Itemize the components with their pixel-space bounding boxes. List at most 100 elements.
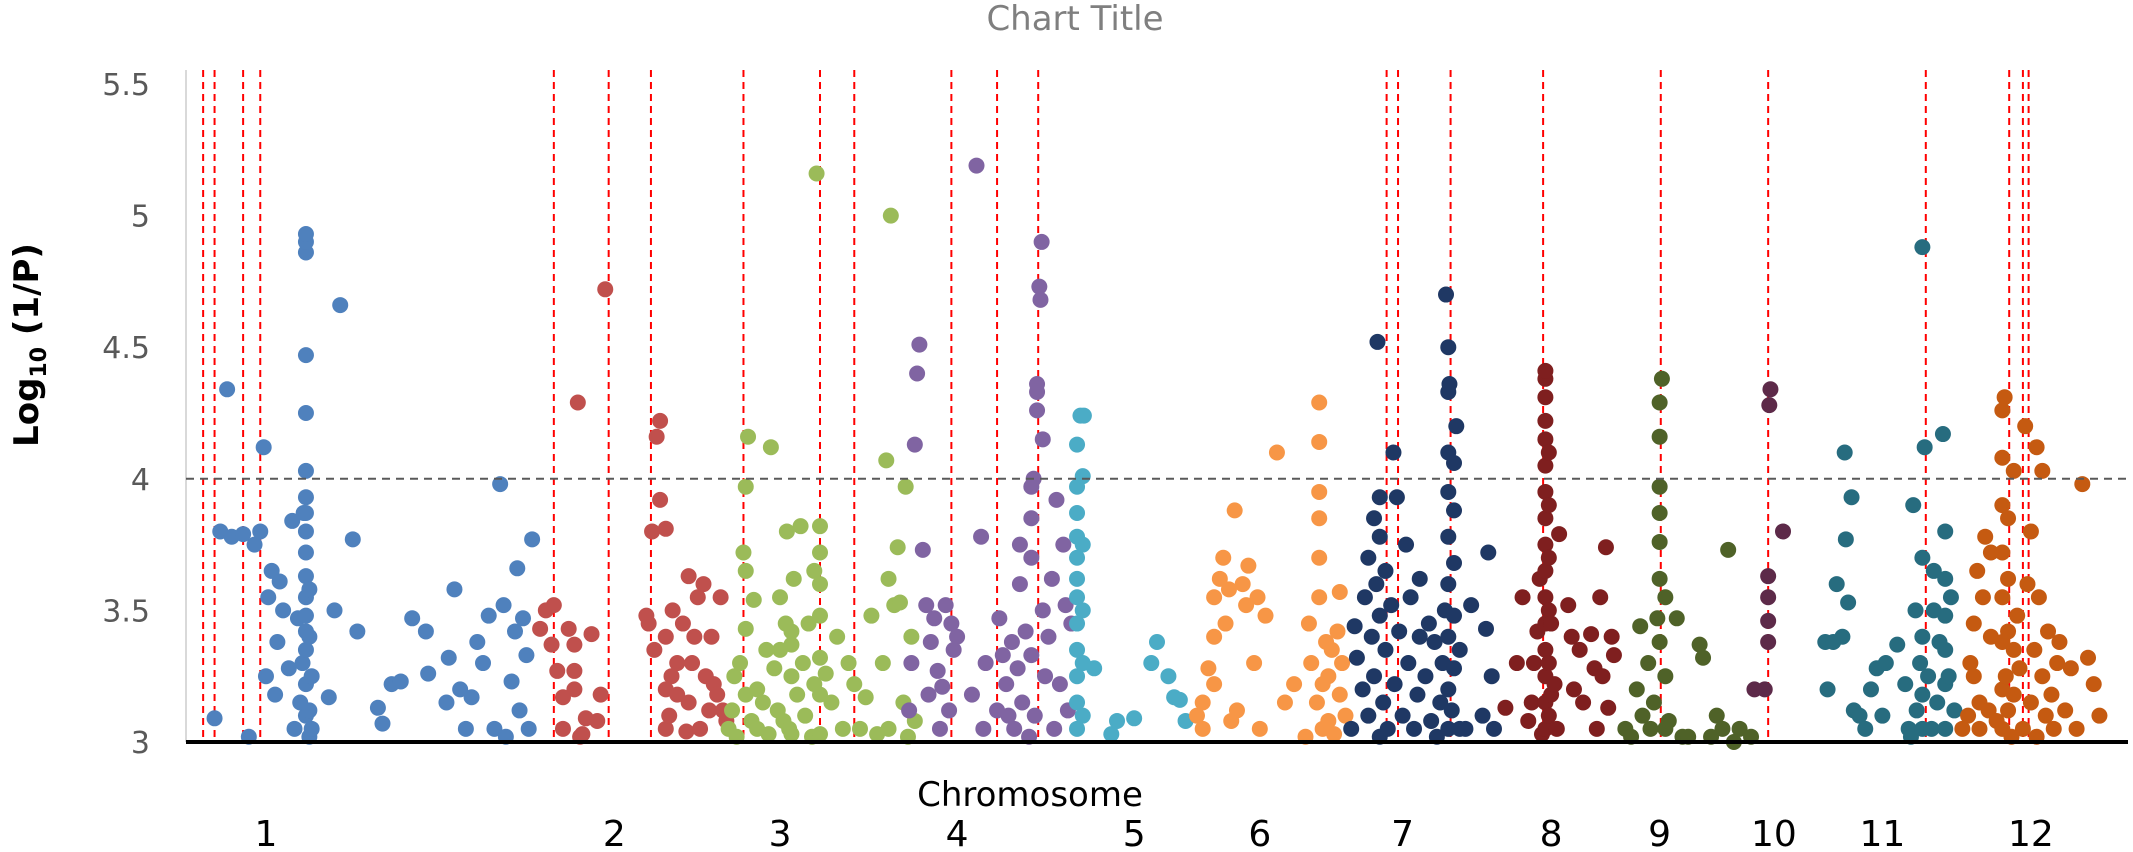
data-point-chr11 <box>1877 655 1894 672</box>
data-point-chr4 <box>977 655 994 672</box>
data-point-chr1 <box>514 610 531 627</box>
data-point-chr3 <box>878 452 895 469</box>
data-point-chr7 <box>1360 707 1377 724</box>
data-point-chr9 <box>1642 720 1659 737</box>
chromosome-label: 12 <box>2008 814 2054 852</box>
data-point-chr1 <box>486 720 503 737</box>
data-point-chr5 <box>1143 655 1160 672</box>
data-point-chr4 <box>1000 707 1017 724</box>
data-point-chr10 <box>1762 381 1779 398</box>
data-point-chr8 <box>1537 562 1554 579</box>
data-point-chr4 <box>1048 491 1065 508</box>
data-point-chr9 <box>1657 589 1674 606</box>
data-point-chr6 <box>1311 549 1328 566</box>
data-point-chr7 <box>1343 720 1360 737</box>
data-point-chr11 <box>1836 444 1853 461</box>
data-point-chr8 <box>1551 526 1568 543</box>
data-point-chr11 <box>1889 636 1906 653</box>
data-point-chr7 <box>1440 720 1457 737</box>
data-point-chr3 <box>812 726 829 743</box>
data-point-chr8 <box>1605 647 1622 664</box>
data-point-chr9 <box>1714 720 1731 737</box>
data-point-chr7 <box>1371 489 1388 506</box>
data-point-chr8 <box>1525 655 1542 672</box>
data-point-chr12 <box>2074 476 2091 493</box>
y-tick-label: 3 <box>131 726 150 761</box>
data-point-chr7 <box>1477 620 1494 637</box>
data-point-chr9 <box>1645 694 1662 711</box>
data-point-chr4 <box>922 633 939 650</box>
data-point-chr3 <box>737 562 754 579</box>
data-point-chr7 <box>1371 528 1388 545</box>
data-point-chr1 <box>297 462 314 479</box>
data-point-chr6 <box>1188 707 1205 724</box>
data-point-chr10 <box>1756 681 1773 698</box>
data-point-chr9 <box>1731 720 1748 737</box>
chromosome-label: 9 <box>1648 814 1671 852</box>
data-point-chr3 <box>792 518 809 535</box>
data-point-chr1 <box>326 602 343 619</box>
y-axis-label-sub: 10 <box>27 347 52 378</box>
data-point-chr2 <box>646 641 663 658</box>
data-point-chr11 <box>1834 628 1851 645</box>
data-point-chr3 <box>785 570 802 587</box>
data-point-chr3 <box>760 726 777 743</box>
data-point-chr12 <box>1965 615 1982 632</box>
data-point-chr9 <box>1640 655 1657 672</box>
data-point-chr3 <box>758 641 775 658</box>
data-point-chr3 <box>812 576 829 593</box>
data-point-chr12 <box>1960 707 1977 724</box>
data-point-chr7 <box>1379 720 1396 737</box>
data-point-chr11 <box>1851 707 1868 724</box>
data-point-chr11 <box>1819 681 1836 698</box>
data-point-chr2 <box>597 281 614 298</box>
data-point-chr6 <box>1217 615 1234 632</box>
data-point-chr11 <box>1914 628 1931 645</box>
data-point-chr10 <box>1760 589 1777 606</box>
data-point-chr3 <box>817 665 834 682</box>
data-point-chr6 <box>1334 655 1351 672</box>
data-point-chr3 <box>783 623 800 640</box>
data-point-chr4 <box>1055 536 1072 553</box>
data-point-chr11 <box>1843 489 1860 506</box>
data-point-chr9 <box>1660 712 1677 729</box>
data-point-chr7 <box>1420 615 1437 632</box>
data-point-chr1 <box>246 536 263 553</box>
data-point-chr5 <box>1160 668 1177 685</box>
data-point-chr11 <box>1942 589 1959 606</box>
data-point-chr8 <box>1537 362 1554 379</box>
data-point-chr11 <box>1840 594 1857 611</box>
data-point-chr4 <box>931 720 948 737</box>
data-point-chr4 <box>1034 602 1051 619</box>
data-point-chr5 <box>1086 660 1103 677</box>
data-point-chr7 <box>1446 607 1463 624</box>
data-point-chr7 <box>1474 707 1491 724</box>
data-point-chr2 <box>703 628 720 645</box>
data-point-chr9 <box>1651 478 1668 495</box>
data-point-chr4 <box>1003 633 1020 650</box>
data-point-chr6 <box>1300 615 1317 632</box>
data-point-chr12 <box>1994 449 2011 466</box>
chromosome-label: 5 <box>1123 814 1146 852</box>
data-point-chr1 <box>344 531 361 548</box>
data-point-chr12 <box>1969 562 1986 579</box>
data-point-chr4 <box>1057 597 1074 614</box>
data-point-chr1 <box>417 623 434 640</box>
data-point-chr1 <box>303 720 320 737</box>
data-point-chr2 <box>674 615 691 632</box>
data-point-chr4 <box>968 157 985 174</box>
data-point-chr12 <box>1977 528 1994 545</box>
data-point-chr5 <box>1069 641 1086 658</box>
data-point-chr7 <box>1375 694 1392 711</box>
data-point-chr6 <box>1246 655 1263 672</box>
data-point-chr8 <box>1603 628 1620 645</box>
data-point-chr1 <box>294 655 311 672</box>
data-point-chr3 <box>897 478 914 495</box>
data-point-chr1 <box>301 628 318 645</box>
data-point-chr2 <box>569 394 586 411</box>
data-point-chr1 <box>297 489 314 506</box>
data-point-chr3 <box>880 570 897 587</box>
data-point-chr7 <box>1394 707 1411 724</box>
data-point-chr4 <box>1031 278 1048 295</box>
data-point-chr2 <box>661 707 678 724</box>
